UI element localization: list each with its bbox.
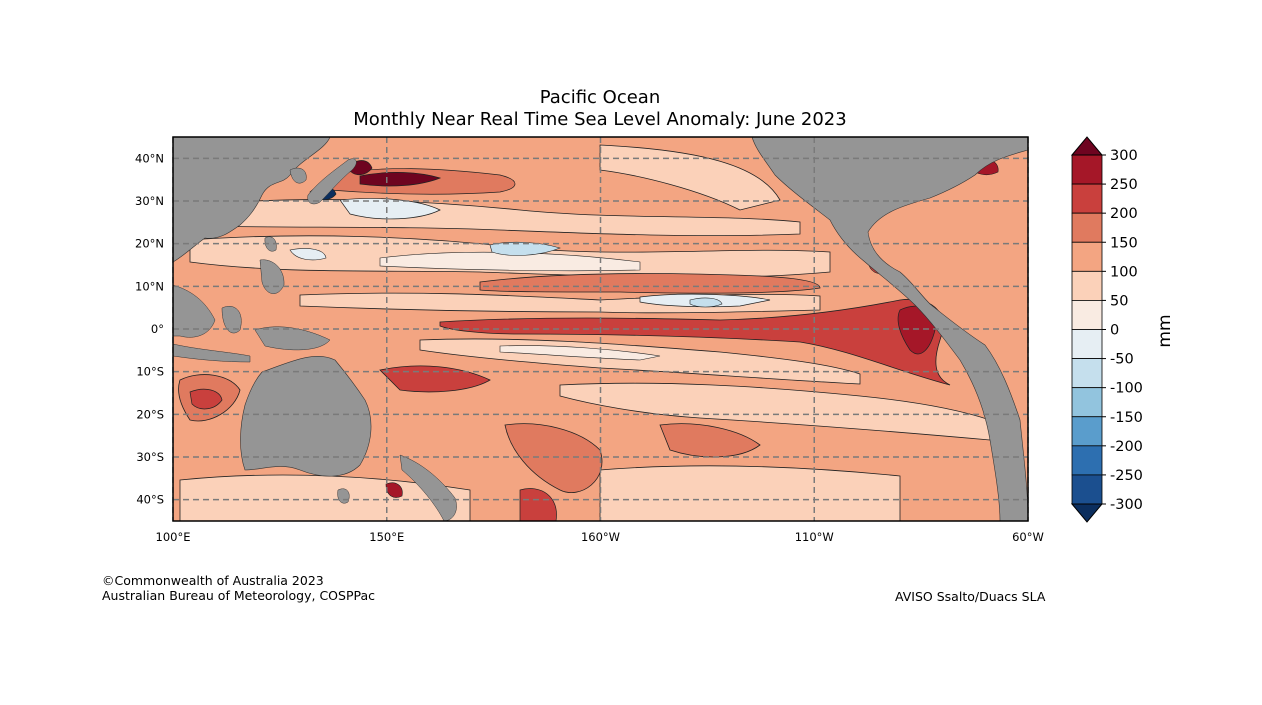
colorbar-tick-label: 0 [1110,323,1119,339]
latitude-label: 20°S [136,407,164,421]
colorbar-tick-label: 250 [1110,177,1138,193]
colorbar-band [1071,445,1103,476]
colorbar-band [1071,329,1103,359]
anomaly-contour [599,465,901,521]
colorbar-band [1071,183,1103,214]
latitude-label: 40°N [135,151,164,165]
longitude-label: 110°W [795,530,834,544]
land-americas [751,137,1028,521]
copyright-text: ©Commonwealth of Australia 2023 [102,573,324,588]
colorbar-tick-label: -150 [1110,410,1143,426]
latitude-label: 10°S [136,365,164,379]
anomaly-contour [599,144,781,211]
land-borneo-sumatra [173,284,216,338]
latitude-label: 30°S [136,450,164,464]
colorbar-band [1071,387,1103,418]
colorbar-tick-label: -200 [1110,439,1143,455]
anomaly-contour [379,251,641,272]
anomaly-contour [659,423,761,458]
colorbar-band [1071,212,1103,243]
anomaly-contour [489,241,561,256]
colorbar-tick-label: -50 [1110,352,1134,368]
longitude-label: 60°W [1012,530,1044,544]
latitude-label: 10°N [135,279,164,293]
longitude-label: 150°E [369,530,404,544]
longitude-label: 100°E [156,530,191,544]
anomaly-contour [504,423,603,493]
bureau-credit: Australian Bureau of Meteorology, COSPPa… [102,588,375,603]
colorbar-band [1071,241,1103,272]
anomaly-contour [359,172,442,187]
land-korea [289,167,307,184]
colorbar-tick-label: 200 [1110,206,1138,222]
graticule [172,137,1029,521]
land-philippines [259,259,285,294]
colorbar-unit-label: mm [1155,314,1175,347]
colorbar-band [1071,474,1103,505]
colorbar-band [1071,154,1103,185]
anomaly-contour [385,482,403,498]
anomaly-contour [479,273,821,294]
anomaly-contour [189,388,223,410]
colorbar-band [1071,416,1103,447]
colorbar-extend-high [1070,136,1104,156]
longitude-labels: 100°E 150°E 160°W 110°W 60°W [156,530,1044,544]
latitude-label: 40°S [136,493,164,507]
colorbar-tick-label: 50 [1110,293,1128,309]
anomaly-contour [499,345,661,361]
land-sulawesi [221,306,242,334]
colorbar-band [1071,270,1103,301]
land-japan [307,158,357,205]
land-java [173,343,251,363]
anomaly-contour [689,297,723,308]
map-title: Pacific Ocean [539,87,661,108]
anomaly-contour [379,365,491,393]
colorbar: 300 250 200 150 100 50 0 -50 -100 -150 -200 -250 -30… [1070,136,1143,523]
land-new-zealand [399,454,457,521]
anomaly-contour [339,198,441,220]
colorbar-tick-label: -100 [1110,381,1143,397]
longitude-label: 160°W [581,530,620,544]
colorbar-tick-label: 300 [1110,148,1138,164]
latitude-label: 30°N [135,194,164,208]
latitude-label: 0° [151,322,164,336]
colorbar-tick-label: -300 [1110,497,1143,513]
map-frame [172,136,1029,522]
land-taiwan [264,236,277,252]
land-new-guinea [254,326,331,351]
colorbar-extend-low [1070,503,1104,523]
map-subtitle: Monthly Near Real Time Sea Level Anomaly… [353,109,847,130]
latitude-labels: 40°N 30°N 20°N 10°N 0° 10°S 20°S 30°S 40°S [135,151,164,506]
colorbar-band [1071,358,1103,389]
latitude-label: 20°N [135,237,164,251]
colorbar-band [1071,300,1103,330]
colorbar-tick-label: -250 [1110,468,1143,484]
anomaly-contour [289,248,327,261]
data-source: AVISO Ssalto/Duacs SLA [895,589,1046,604]
colorbar-tick-label: 150 [1110,235,1138,251]
colorbar-tick-label: 100 [1110,264,1138,280]
